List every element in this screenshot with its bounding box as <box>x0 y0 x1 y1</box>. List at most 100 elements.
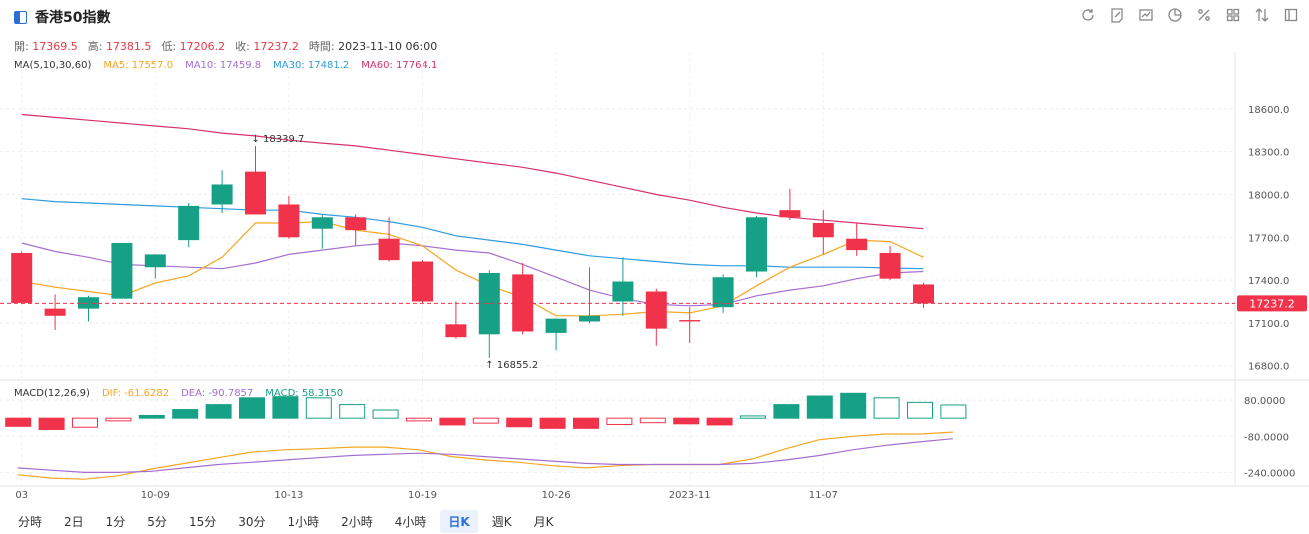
tab-weekly[interactable]: 週K <box>491 515 512 529</box>
swap-icon[interactable] <box>1253 6 1270 23</box>
tab-daily[interactable]: 日K <box>440 510 478 533</box>
macd-tick-label: -240.0000 <box>1244 468 1295 479</box>
candle-body <box>445 324 467 338</box>
ma10-legend: MA10: 17459.8 <box>185 60 262 71</box>
candle-body <box>378 238 400 261</box>
macd-bar <box>239 397 265 419</box>
candle-body <box>311 217 333 229</box>
tab-monthly[interactable]: 月K <box>533 515 554 529</box>
macd-bar <box>406 417 432 422</box>
macd-value-legend: MACD: 58.3150 <box>265 388 344 399</box>
high-item: 高: 17381.5 <box>88 38 152 54</box>
macd-bar <box>706 417 733 426</box>
pie-icon[interactable] <box>1166 6 1183 23</box>
high-value: 17381.5 <box>105 40 152 53</box>
fullscreen-icon[interactable] <box>1282 6 1299 23</box>
time-item: 時間: 2023-11-10 06:00 <box>309 38 437 54</box>
candle-body <box>345 217 367 231</box>
macd-tick-label: 80.0000 <box>1244 396 1285 407</box>
price-tick-label: 18000.0 <box>1248 190 1289 201</box>
tab-15m[interactable]: 15分 <box>188 515 217 529</box>
low-item: 低: 17206.2 <box>161 38 225 54</box>
price-tick-label: 18300.0 <box>1248 148 1289 159</box>
macd-bar <box>205 404 232 419</box>
ma10-line <box>21 242 924 307</box>
macd-bar <box>840 392 867 419</box>
low-value: 17206.2 <box>179 40 226 53</box>
time-tick-label: 10-09 <box>141 490 170 501</box>
candle-body <box>278 204 300 238</box>
macd-legend: MACD(12,26,9) DIF: -61.6282 DEA: -90.785… <box>14 388 343 399</box>
tab-2d[interactable]: 2日 <box>64 515 84 529</box>
macd-bar <box>639 417 666 424</box>
indicator-icon[interactable] <box>1137 6 1154 23</box>
panel-icon[interactable] <box>14 10 27 24</box>
refresh-icon[interactable] <box>1079 6 1096 23</box>
percent-icon[interactable] <box>1195 6 1212 23</box>
candle-body <box>746 217 767 272</box>
macd-bar <box>506 417 533 428</box>
candle-body <box>846 238 868 251</box>
price-tick-label: 18600.0 <box>1248 105 1289 116</box>
candle-body <box>178 205 200 241</box>
candle-body <box>712 277 734 308</box>
time-tick-label: 03 <box>15 490 28 501</box>
tab-fenshi[interactable]: 分時 <box>18 515 43 529</box>
macd-bar <box>573 417 599 429</box>
macd-bar <box>38 417 65 430</box>
time-tick-label: 11-07 <box>809 490 838 501</box>
ma5-line <box>21 220 924 317</box>
candle-body <box>211 184 233 205</box>
candle-body <box>478 272 500 335</box>
top-bar: 香港50指數 <box>0 0 1309 32</box>
macd-bar <box>740 415 766 419</box>
candle-body <box>913 284 934 304</box>
period-tabs: 分時 2日 1分 5分 15分 30分 1小時 2小時 4小時 日K 週K 月K <box>10 510 561 533</box>
candle-body <box>44 308 66 316</box>
macd-bar <box>72 417 98 428</box>
candle-body <box>144 254 166 268</box>
tab-5m[interactable]: 5分 <box>147 515 167 529</box>
tab-4h[interactable]: 4小時 <box>394 515 427 529</box>
ma30-legend: MA30: 17481.2 <box>273 60 350 71</box>
time-value: 2023-11-10 06:00 <box>338 40 438 53</box>
close-label: 收: <box>235 40 250 53</box>
ma60-legend: MA60: 17764.1 <box>361 60 438 71</box>
tab-1m[interactable]: 1分 <box>105 515 126 529</box>
price-tick-label: 16800.0 <box>1248 362 1289 373</box>
macd-bar <box>339 404 366 419</box>
price-tick-label: 17400.0 <box>1248 276 1289 287</box>
grid-icon[interactable] <box>1224 6 1241 23</box>
macd-bar <box>773 404 800 419</box>
macd-bar <box>5 417 32 427</box>
last-price-label: 17237.2 <box>1249 297 1295 310</box>
time-tick-label: 10-26 <box>542 490 571 501</box>
title-wrap: 香港50指數 <box>14 7 110 27</box>
candle-body <box>412 261 433 302</box>
draw-icon[interactable] <box>1108 6 1125 23</box>
macd-bar <box>940 404 967 419</box>
dea-line <box>17 438 953 473</box>
macd-bar <box>673 417 700 425</box>
candle-body <box>879 252 901 279</box>
tab-1h[interactable]: 1小時 <box>287 515 320 529</box>
time-label: 時間: <box>308 40 335 53</box>
ma-legend-title: MA(5,10,30,60) <box>14 60 92 71</box>
last-price-tag <box>1237 295 1307 312</box>
ma-legend: MA(5,10,30,60) MA5: 17557.0 MA10: 17459.… <box>14 60 437 71</box>
candle-body <box>612 281 634 302</box>
tab-2h[interactable]: 2小時 <box>341 515 373 529</box>
price-tick-label: 17100.0 <box>1248 319 1289 330</box>
time-tick-label: 10-19 <box>408 490 437 501</box>
time-tick-label: 2023-11 <box>669 490 711 501</box>
macd-bar <box>606 417 633 426</box>
low-label: 低: <box>161 40 177 53</box>
close-value: 17237.2 <box>253 40 299 53</box>
candle-body <box>78 297 99 309</box>
candle-body <box>545 318 567 333</box>
page-title: 香港50指數 <box>35 10 111 26</box>
macd-bar <box>806 395 833 419</box>
macd-bar <box>105 417 132 422</box>
tab-30m[interactable]: 30分 <box>238 515 266 529</box>
